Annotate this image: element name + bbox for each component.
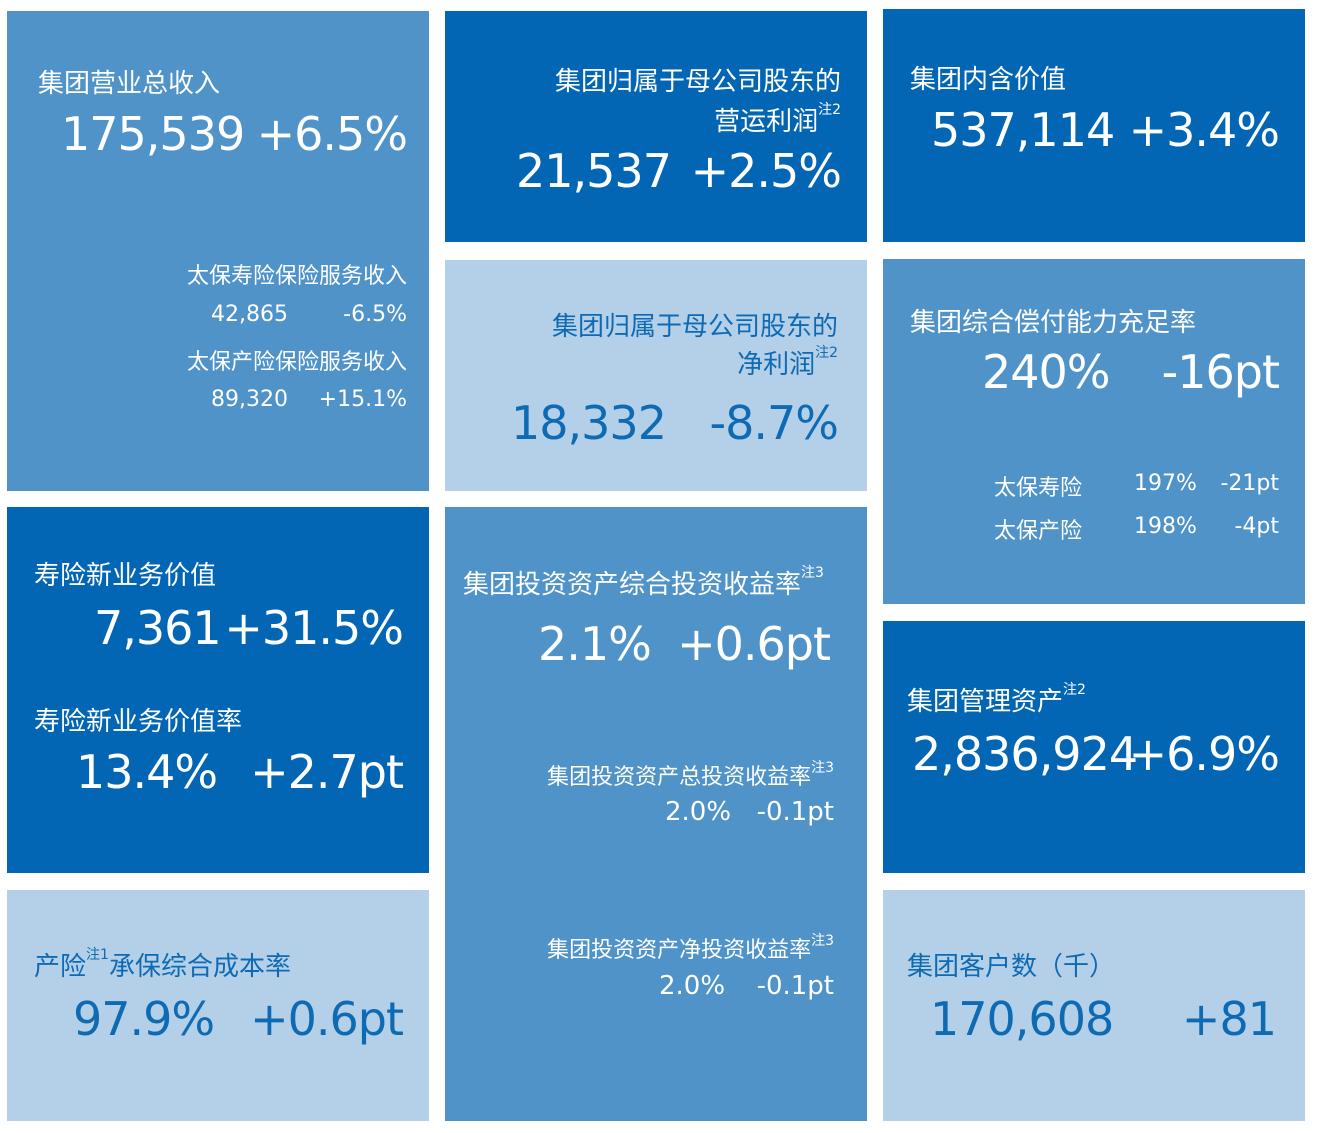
nbv-margin-value: 13.4% xyxy=(76,745,218,799)
aum-value: 2,836,924 xyxy=(912,727,1138,781)
net-profit-title-line2: 净利润注2 xyxy=(737,344,838,381)
tile-assets-under-management: 集团管理资产注2 2,836,924 +6.9% xyxy=(883,621,1305,873)
comprehensive-yield-value: 2.1% xyxy=(538,617,652,671)
life-service-revenue-value: 42,865 xyxy=(211,302,288,327)
total-yield-change: -0.1pt xyxy=(756,797,834,827)
comprehensive-yield-title-text: 集团投资资产综合投资收益率 xyxy=(463,570,802,600)
combined-ratio-title-suffix: 承保综合成本率 xyxy=(108,952,291,982)
operating-profit-value: 21,537 xyxy=(516,144,672,198)
tile-investment-yield: 集团投资资产综合投资收益率注3 2.1% +0.6pt 集团投资资产总投资收益率… xyxy=(445,507,867,1121)
pc-service-revenue-label: 太保产险保险服务收入 xyxy=(186,350,407,375)
customers-change: +81 xyxy=(1181,992,1277,1046)
nbv-title: 寿险新业务价值 xyxy=(34,561,217,591)
footnote-marker: 注3 xyxy=(811,760,834,776)
aum-change: +6.9% xyxy=(1128,727,1280,781)
nbv-margin-title: 寿险新业务价值率 xyxy=(34,707,243,737)
tile-group-revenue: 集团营业总收入 175,539 +6.5% 太保寿险保险服务收入 42,865 … xyxy=(7,11,429,491)
nbv-margin-change: +2.7pt xyxy=(250,745,404,799)
operating-profit-title-line1: 集团归属于母公司股东的 xyxy=(554,67,841,97)
embedded-value-change: +3.4% xyxy=(1128,103,1280,157)
aum-title-text: 集团管理资产 xyxy=(907,687,1064,717)
footnote-marker: 注2 xyxy=(818,102,841,118)
operating-profit-title-text: 营运利润 xyxy=(714,107,819,137)
net-profit-value: 18,332 xyxy=(511,396,667,450)
aum-title: 集团管理资产注2 xyxy=(907,681,1086,718)
pc-solvency-change: -4pt xyxy=(1234,514,1279,539)
net-profit-change: -8.7% xyxy=(709,396,839,450)
revenue-value: 175,539 xyxy=(61,107,245,161)
life-solvency-change: -21pt xyxy=(1220,471,1279,496)
tile-embedded-value: 集团内含价值 537,114 +3.4% xyxy=(883,9,1305,242)
comprehensive-yield-change: +0.6pt xyxy=(677,617,831,671)
net-yield-change: -0.1pt xyxy=(756,971,834,1001)
net-profit-title-text: 净利润 xyxy=(737,350,816,380)
life-solvency-value: 197% xyxy=(1134,471,1197,496)
embedded-value-title: 集团内含价值 xyxy=(910,65,1067,95)
net-yield-title: 集团投资资产净投资收益率注3 xyxy=(547,932,834,964)
net-yield-value: 2.0% xyxy=(659,971,726,1001)
net-profit-title-line1: 集团归属于母公司股东的 xyxy=(551,312,838,342)
combined-ratio-value: 97.9% xyxy=(73,992,215,1046)
pc-solvency-value: 198% xyxy=(1134,514,1197,539)
life-solvency-label: 太保寿险 xyxy=(994,476,1083,501)
solvency-change: -16pt xyxy=(1161,345,1280,399)
pc-solvency-label: 太保产险 xyxy=(994,519,1083,544)
total-yield-title: 集团投资资产总投资收益率注3 xyxy=(547,759,834,791)
tile-solvency-ratio: 集团综合偿付能力充足率 240% -16pt 太保寿险 197% -21pt 太… xyxy=(883,259,1305,604)
pc-service-revenue-value: 89,320 xyxy=(211,387,288,412)
revenue-change: +6.5% xyxy=(256,107,408,161)
footnote-marker: 注1 xyxy=(86,947,109,963)
life-service-revenue-label: 太保寿险保险服务收入 xyxy=(186,264,407,289)
tile-combined-ratio: 产险注1承保综合成本率 97.9% +0.6pt xyxy=(7,890,429,1121)
combined-ratio-title: 产险注1承保综合成本率 xyxy=(34,946,291,983)
tile-customer-count: 集团客户数（千） 170,608 +81 xyxy=(883,890,1305,1121)
life-service-revenue-change: -6.5% xyxy=(343,302,407,327)
tile-net-profit: 集团归属于母公司股东的 净利润注2 18,332 -8.7% xyxy=(445,260,867,491)
total-yield-title-text: 集团投资资产总投资收益率 xyxy=(547,765,812,790)
footnote-marker: 注2 xyxy=(815,345,838,361)
customers-title: 集团客户数（千） xyxy=(907,952,1116,982)
combined-ratio-title-prefix: 产险 xyxy=(34,952,87,982)
customers-value: 170,608 xyxy=(930,992,1114,1046)
operating-profit-change: +2.5% xyxy=(690,144,842,198)
net-yield-title-text: 集团投资资产净投资收益率 xyxy=(547,938,812,963)
combined-ratio-change: +0.6pt xyxy=(250,992,404,1046)
tile-operating-profit: 集团归属于母公司股东的 营运利润注2 21,537 +2.5% xyxy=(445,11,867,242)
revenue-title: 集团营业总收入 xyxy=(38,69,221,99)
footnote-marker: 注3 xyxy=(801,565,824,581)
solvency-value: 240% xyxy=(982,345,1111,399)
embedded-value-value: 537,114 xyxy=(931,103,1115,157)
footnote-marker: 注2 xyxy=(1063,682,1086,698)
nbv-value: 7,361 xyxy=(94,601,222,655)
pc-service-revenue-change: +15.1% xyxy=(318,387,407,412)
solvency-title: 集团综合偿付能力充足率 xyxy=(910,308,1197,338)
operating-profit-title-line2: 营运利润注2 xyxy=(714,101,841,138)
nbv-change: +31.5% xyxy=(224,601,404,655)
total-yield-value: 2.0% xyxy=(665,797,732,827)
comprehensive-yield-title: 集团投资资产综合投资收益率注3 xyxy=(463,564,824,601)
tile-new-business-value: 寿险新业务价值 7,361 +31.5% 寿险新业务价值率 13.4% +2.7… xyxy=(7,507,429,873)
footnote-marker: 注3 xyxy=(811,933,834,949)
